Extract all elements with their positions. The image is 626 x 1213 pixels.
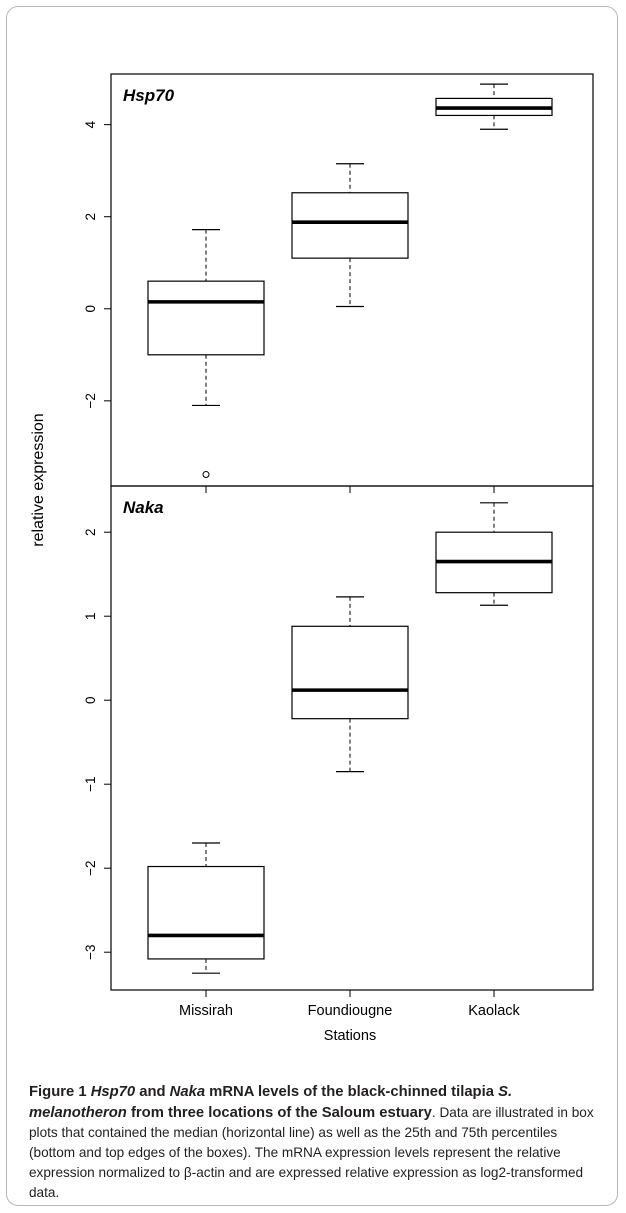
y-tick-label: −1 (83, 776, 98, 791)
y-tick-label: −2 (83, 393, 98, 408)
box-missirah (147, 228, 265, 478)
y-tick-label: −3 (83, 944, 98, 959)
caption-head-tail: from three locations of the Saloum estua… (130, 1104, 432, 1121)
x-tick-label: Kaolack (468, 1003, 520, 1019)
x-axis-label: Stations (324, 1028, 376, 1044)
panel-frame (110, 73, 594, 487)
panel-label: Naka (123, 498, 164, 517)
box-foundiougne (291, 596, 409, 773)
y-axis-label: relative expression (30, 413, 47, 546)
iqr-box (291, 625, 409, 720)
caption-heading: Figure 1 Hsp70 and Naka mRNA levels of t… (29, 1084, 512, 1121)
caption-gene1: Hsp70 (90, 1084, 136, 1100)
caption-species: S. melanotheron (29, 1084, 513, 1121)
boxplot-figure: relative expression Stations Hsp70 −2 0 2 4 N… (30, 73, 594, 1044)
y-tick-label: 0 (83, 696, 98, 704)
outlier-point (202, 470, 210, 478)
y-tick-label: 4 (83, 120, 98, 128)
y-tick-label: −2 (83, 860, 98, 875)
caption-head-text: mRNA levels of the black-chinned tilapia (209, 1084, 494, 1100)
figure-frame (6, 6, 618, 1206)
caption-gene2: Naka (169, 1084, 206, 1100)
panel-label: Hsp70 (123, 86, 175, 105)
y-tick-label: 2 (83, 528, 98, 536)
y-tick-label: 1 (83, 612, 98, 620)
iqr-box (147, 280, 265, 356)
box-kaolack (435, 502, 553, 606)
panel-hsp70: Hsp70 −2 0 2 4 (83, 73, 594, 493)
box-foundiougne (291, 163, 409, 308)
box-missirah (147, 842, 265, 974)
caption-body: Data are illustrated in box plots that c… (29, 1104, 594, 1200)
box-kaolack (435, 83, 553, 130)
caption-and: and (139, 1084, 166, 1100)
y-tick-label: 2 (83, 213, 98, 221)
y-tick-label: 0 (83, 305, 98, 313)
x-tick-label: Foundiougne (308, 1003, 393, 1019)
panel-frame (110, 485, 594, 991)
iqr-box (291, 192, 409, 259)
panel-naka: Naka −3 −2 −1 0 1 2 (83, 485, 594, 997)
caption-figure-label: Figure 1 (29, 1084, 87, 1100)
figure-caption: Figure 1 Hsp70 and Naka mRNA levels of t… (29, 1084, 594, 1200)
iqr-box (147, 865, 265, 960)
x-tick-label: Missirah (179, 1003, 233, 1019)
